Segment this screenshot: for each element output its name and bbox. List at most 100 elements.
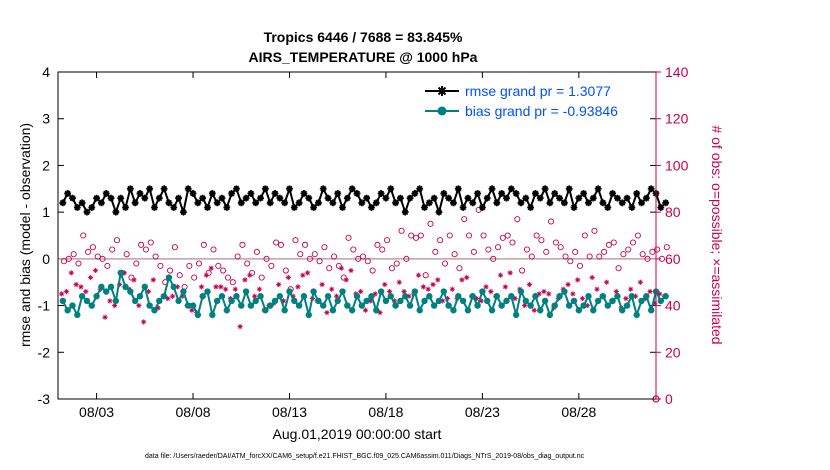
rmse-point <box>585 199 592 207</box>
obs-possible-point <box>654 246 661 253</box>
obs-assimilated-point <box>632 293 639 299</box>
bias-point <box>643 293 650 300</box>
obs-possible-point <box>191 274 198 281</box>
rmse-point <box>117 194 125 202</box>
rmse-point <box>170 204 178 211</box>
obs-assimilated-point <box>338 265 344 271</box>
y-right-tick-label: 0 <box>665 391 673 407</box>
rmse-point <box>98 199 105 207</box>
obs-assimilated-point <box>507 270 513 276</box>
bias-point <box>141 283 149 291</box>
rmse-point <box>93 194 100 202</box>
obs-possible-point <box>441 260 449 267</box>
rmse-point <box>155 194 163 202</box>
obs-possible-point <box>195 260 203 267</box>
obs-possible-point <box>658 255 666 262</box>
bias-point <box>156 297 163 305</box>
obs-assimilated-point <box>478 298 484 304</box>
obs-assimilated-point <box>430 281 436 288</box>
obs-assimilated-point <box>623 295 629 302</box>
bias-point <box>276 293 284 300</box>
obs-assimilated-point <box>637 279 643 285</box>
rmse-point <box>175 194 182 202</box>
obs-possible-point <box>138 241 145 248</box>
obs-assimilated-point <box>150 277 156 283</box>
obs-assimilated-point <box>179 293 185 299</box>
obs-possible-point <box>615 265 622 272</box>
rmse-point <box>512 190 520 197</box>
bias-point <box>623 302 631 309</box>
obs-assimilated-point <box>531 307 537 313</box>
rmse-point <box>406 194 414 202</box>
rmse-point <box>305 194 313 202</box>
bias-point <box>262 307 269 314</box>
legend-bias-label: bias grand pr = -0.93846 <box>465 103 618 119</box>
bias-point <box>175 297 182 305</box>
obs-possible-point <box>625 246 632 253</box>
obs-assimilated-point <box>367 298 373 304</box>
rmse-point <box>483 194 491 202</box>
obs-assimilated-point <box>251 293 258 299</box>
y-right-tick-label: 100 <box>665 157 689 173</box>
obs-possible-point <box>152 253 159 260</box>
rmse-point <box>638 199 645 207</box>
rmse-point <box>102 190 110 197</box>
obs-possible-point <box>519 267 526 274</box>
obs-possible-point <box>557 244 564 251</box>
rmse-point <box>146 185 154 193</box>
bias-point <box>503 297 510 305</box>
bias-point <box>59 297 67 305</box>
obs-possible-point <box>263 255 270 262</box>
y-right-tick-label: 140 <box>665 64 689 80</box>
obs-possible-point <box>499 234 506 241</box>
rmse-point <box>334 190 342 197</box>
bias-point <box>556 293 563 300</box>
obs-assimilated-point <box>473 295 480 302</box>
obs-assimilated-point <box>145 288 152 295</box>
obs-possible-point <box>432 248 439 255</box>
rmse-point <box>647 185 655 193</box>
bias-point <box>647 307 655 314</box>
bias-point <box>363 297 370 305</box>
rmse-point <box>141 194 149 202</box>
obs-assimilated-point <box>256 286 262 292</box>
bias-point <box>604 302 611 309</box>
legend-rmse-label: rmse grand pr = 1.3077 <box>465 83 611 99</box>
obs-possible-point <box>605 241 612 248</box>
obs-assimilated-point <box>628 286 634 292</box>
rmse-point <box>223 204 231 211</box>
bias-point <box>585 293 592 300</box>
bias-point <box>69 302 76 309</box>
rmse-point <box>507 185 515 193</box>
rmse-point <box>589 194 597 202</box>
obs-possible-point <box>258 274 265 281</box>
y-right-tick-label: 40 <box>665 298 681 314</box>
rmse-point <box>189 190 197 197</box>
obs-assimilated-point <box>541 288 547 295</box>
obs-assimilated-point <box>232 286 238 292</box>
obs-assimilated-point <box>652 300 658 306</box>
bias-point <box>185 302 192 309</box>
bias-point <box>83 297 91 305</box>
obs-possible-point <box>89 244 96 251</box>
bias-point <box>291 297 298 305</box>
obs-possible-point <box>85 248 92 255</box>
rmse-point <box>151 204 158 211</box>
bias-point <box>334 297 341 305</box>
obs-assimilated-point <box>68 270 74 276</box>
bias-point <box>575 307 583 314</box>
rmse-point <box>136 190 144 197</box>
y-axis-right-label: # of obs: o=possible; ×=assimilated <box>709 125 725 344</box>
bias-point <box>377 288 385 295</box>
obs-assimilated-point <box>406 293 412 299</box>
rmse-point <box>580 190 588 197</box>
obs-assimilated-point <box>189 307 195 313</box>
x-tick-label: 08/03 <box>79 404 114 420</box>
bias-point <box>426 293 433 300</box>
obs-assimilated-point <box>324 309 330 316</box>
rmse-point <box>411 190 419 197</box>
bias-point <box>493 293 501 300</box>
obs-assimilated-point <box>420 284 426 290</box>
obs-assimilated-point <box>223 286 229 292</box>
bias-point <box>146 302 153 309</box>
